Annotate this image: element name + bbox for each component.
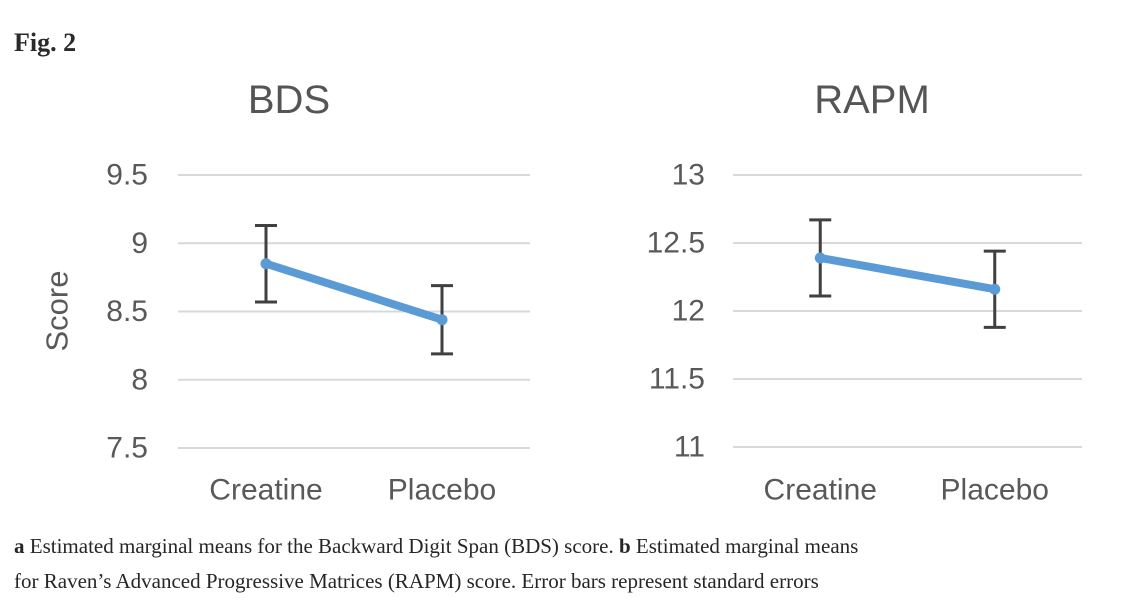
y-tick-label: 12 (672, 295, 705, 328)
chart-bds: 9.5 9 8.5 8 7.5 Creatine Placebo BDS Score (40, 78, 530, 507)
point-marker (814, 252, 826, 264)
caption-line: a Estimated marginal means for the Backw… (14, 534, 859, 558)
y-tick-label: 8 (131, 363, 148, 396)
y-tick-label: 9 (131, 227, 148, 260)
figure-caption: a Estimated marginal means for the Backw… (14, 529, 1119, 599)
y-tick-label: 11 (674, 431, 705, 464)
y-tick-label: 7.5 (106, 432, 148, 465)
point-marker (436, 314, 448, 326)
category-label: Creatine (764, 474, 877, 507)
caption-line: for Raven’s Advanced Progressive Matrice… (14, 569, 819, 593)
chart-title: RAPM (814, 78, 930, 122)
y-tick-label: 13 (672, 159, 705, 192)
category-label: Placebo (941, 474, 1049, 507)
point-marker (989, 283, 1001, 295)
y-tick-label: 12.5 (647, 227, 705, 260)
y-tick-label: 9.5 (106, 159, 148, 192)
category-label: Placebo (388, 474, 496, 507)
series-line (262, 259, 446, 324)
y-axis-label: Score (40, 271, 75, 352)
chart-rapm: 13 12.5 12 11.5 11 Creatine Placebo RAPM (647, 78, 1082, 507)
point-marker (260, 258, 272, 270)
chart-title: BDS (248, 78, 330, 122)
y-tick-label: 11.5 (649, 363, 705, 396)
y-tick-label: 8.5 (106, 295, 148, 328)
category-label: Creatine (209, 474, 322, 507)
figure-label: Fig. 2 (14, 28, 77, 57)
series-line (816, 253, 999, 294)
